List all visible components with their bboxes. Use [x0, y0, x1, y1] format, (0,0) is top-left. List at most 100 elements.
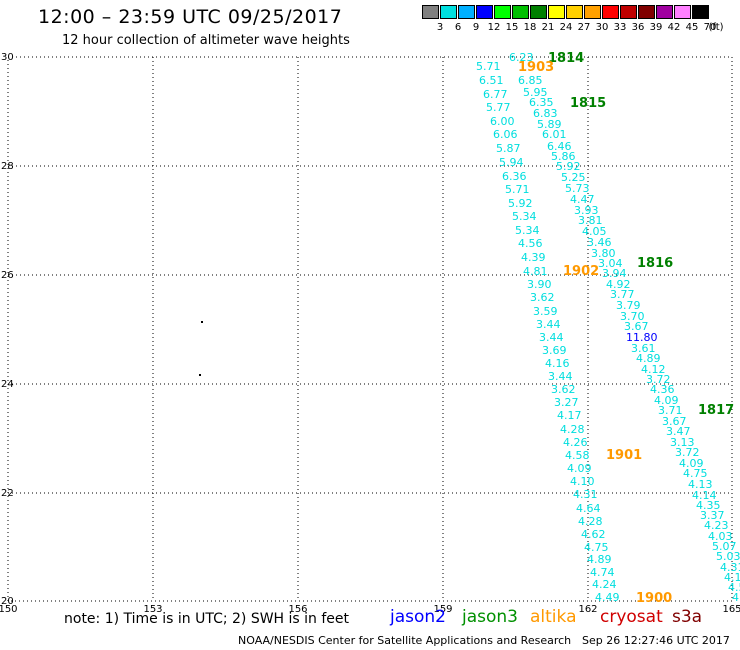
pass-time-label: 1816: [637, 256, 673, 271]
map-frame: [7, 56, 733, 602]
wave-height-value: 6.85: [518, 74, 543, 87]
lon-tick-label: 153: [143, 604, 162, 615]
wave-height-value: 5.77: [486, 101, 511, 114]
colorbar-swatch: [548, 5, 565, 19]
wave-height-value: 3.70: [620, 310, 645, 323]
satellite-legend-jason3: jason3: [462, 607, 518, 627]
colorbar-label: 30: [595, 22, 609, 33]
wave-height-value: 5.25: [561, 171, 586, 184]
wave-height-value: 4.09: [679, 457, 704, 470]
colorbar-swatch: [620, 5, 637, 19]
wave-height-value: 4.09: [567, 462, 592, 475]
colorbar-swatch: [458, 5, 475, 19]
wave-height-value: 3.72: [646, 373, 671, 386]
pass-time-label: 1900: [636, 591, 672, 606]
footer-credit: NOAA/NESDIS Center for Satellite Applica…: [238, 634, 572, 647]
wave-height-value: 4.05: [582, 225, 607, 238]
wave-height-value: 4.23: [704, 519, 729, 532]
wave-height-value: 3.44: [539, 331, 564, 344]
colorbar-swatch: [674, 5, 691, 19]
wave-height-value: 3.47: [666, 425, 691, 438]
wave-height-value: 4.17: [557, 409, 582, 422]
wave-height-value: 6.36: [502, 170, 527, 183]
wave-height-value: 5.92: [508, 197, 533, 210]
colorbar-swatch: [494, 5, 511, 19]
wave-height-value: 4.58: [565, 449, 590, 462]
colorbar-label: 24: [559, 22, 573, 33]
wave-height-value: 4.62: [581, 528, 606, 541]
wave-height-value: 3.62: [530, 291, 555, 304]
colorbar-label: 12: [487, 22, 501, 33]
wave-height-value: 5.34: [512, 210, 537, 223]
wave-height-value: 4.26: [563, 436, 588, 449]
wave-height-value: 5.71: [505, 183, 530, 196]
wave-height-value: 6.23: [509, 51, 534, 64]
wave-height-value: 6.01: [542, 128, 567, 141]
colorbar-label: 3: [436, 22, 444, 33]
wave-height-value: 3.44: [548, 370, 573, 383]
colorbar-label: 36: [631, 22, 645, 33]
lon-tick-label: 156: [288, 604, 307, 615]
wave-height-value: 4.24: [592, 578, 617, 591]
wave-height-value: 4.74: [590, 566, 615, 579]
pass-time-label: 1814: [548, 51, 584, 66]
wave-height-value: 3.81: [578, 214, 603, 227]
island-dot: [201, 321, 203, 323]
colorbar-label: 9: [472, 22, 480, 33]
colorbar-swatch: [422, 5, 439, 19]
colorbar-swatch: [584, 5, 601, 19]
wave-height-value: 4.64: [576, 502, 601, 515]
lat-tick-label: 26: [1, 270, 14, 281]
wave-height-value: 4.47: [570, 193, 595, 206]
wave-height-value: 5.87: [496, 142, 521, 155]
wave-height-value: 3.72: [675, 446, 700, 459]
colorbar-swatch: [530, 5, 547, 19]
wave-height-value: 5.71: [476, 60, 501, 73]
satellite-legend-s3a: s3a: [672, 607, 703, 627]
wave-height-value: 6.51: [479, 74, 504, 87]
page-title: 12:00 – 23:59 UTC 09/25/2017: [38, 6, 343, 28]
wave-height-value: 4.56: [518, 237, 543, 250]
wave-height-value: 4.89: [587, 553, 612, 566]
pass-time-label: 1902: [563, 264, 599, 279]
colorbar-swatch: [440, 5, 457, 19]
wave-height-value: 6.83: [533, 107, 558, 120]
satellite-legend-altika: altika: [530, 607, 577, 627]
wave-height-value: 4.35: [696, 499, 721, 512]
lat-tick-label: 30: [1, 52, 14, 63]
colorbar-swatch: [566, 5, 583, 19]
wave-height-value: 5.03: [716, 550, 740, 563]
wave-height-value: 4.10: [570, 475, 595, 488]
lat-tick-label: 24: [1, 379, 14, 390]
colorbar-swatch: [656, 5, 673, 19]
wave-height-value: 3.71: [658, 404, 683, 417]
wave-height-value: 3.27: [554, 396, 579, 409]
colorbar-swatch: [602, 5, 619, 19]
wave-height-value: 3.04: [598, 257, 623, 270]
wave-height-value: 4.39: [521, 251, 546, 264]
wave-height-value: 3.69: [542, 344, 567, 357]
colorbar-label: 27: [577, 22, 591, 33]
colorbar-label: 42: [667, 22, 681, 33]
lon-tick-label: 150: [0, 604, 18, 615]
wave-height-value: 3.61: [631, 342, 656, 355]
wave-height-value: 4.09: [732, 591, 740, 604]
wave-height-value: 4.03: [708, 530, 733, 543]
lon-tick-label: 159: [433, 604, 452, 615]
wave-height-value: 5.89: [537, 118, 562, 131]
lat-tick-label: 20: [1, 596, 14, 607]
wave-height-value: 5.92: [556, 160, 581, 173]
wave-height-value: 11.80: [626, 331, 658, 344]
lat-tick-label: 22: [1, 488, 14, 499]
wave-height-value: 6.00: [490, 115, 515, 128]
wave-height-value: 3.67: [662, 415, 687, 428]
wave-height-value: 4.14: [692, 489, 717, 502]
wave-height-value: 4.12: [641, 363, 666, 376]
colorbar-swatch: [476, 5, 493, 19]
pass-time-label: 1817: [698, 403, 734, 418]
wave-height-value: 4.57: [728, 581, 740, 594]
wave-height-value: 6.77: [483, 88, 508, 101]
wave-height-value: 3.80: [591, 247, 616, 260]
satellite-legend-cryosat: cryosat: [600, 607, 663, 627]
